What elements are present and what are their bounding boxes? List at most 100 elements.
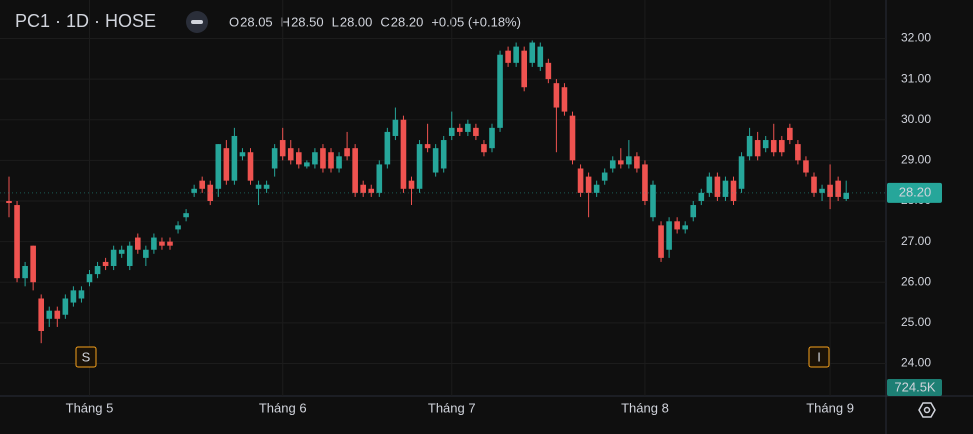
event-marker-label: S <box>82 349 91 364</box>
candle-body <box>376 164 383 193</box>
candle-body <box>722 180 729 197</box>
candle-body <box>553 83 560 108</box>
candle-body <box>432 148 439 173</box>
x-tick-label: Tháng 9 <box>806 400 854 415</box>
candle-body <box>78 290 85 299</box>
candle-body <box>408 180 415 189</box>
candle-body <box>312 152 318 165</box>
candle-body <box>746 135 753 157</box>
candle-body <box>529 42 536 63</box>
candle-body <box>754 140 761 157</box>
candle-body <box>360 184 366 193</box>
candle-body <box>296 152 302 165</box>
y-tick-label: 30.00 <box>901 112 931 126</box>
candle-body <box>593 184 600 193</box>
candle-body <box>698 192 705 201</box>
x-tick-label: Tháng 5 <box>66 400 114 415</box>
event-marker-label: I <box>817 349 821 364</box>
candle-body <box>714 176 721 197</box>
candle-body <box>46 310 53 319</box>
candle-body <box>489 127 495 149</box>
legend-value: 28.05 <box>240 14 273 29</box>
y-tick-label: 24.00 <box>901 356 931 370</box>
candle-body <box>811 176 817 193</box>
candle-body <box>384 131 391 165</box>
candle-body <box>271 148 278 169</box>
legend: O 28.05 H 28.50 L 28.00 C 28.20 +0.05 (+0.18%) <box>229 14 521 29</box>
candle-body <box>207 184 214 201</box>
y-tick-label: 31.00 <box>901 71 931 85</box>
y-tick-label: 26.00 <box>901 274 931 288</box>
legend-key: O <box>229 14 239 29</box>
candle-body <box>481 144 487 153</box>
candle-body <box>30 245 36 283</box>
candle-body <box>368 188 375 193</box>
candle-body <box>650 184 656 218</box>
candle-body <box>706 176 713 193</box>
candle-body <box>151 237 157 250</box>
candle-body <box>159 241 165 246</box>
candle-body <box>62 298 69 315</box>
candle-body <box>795 144 801 161</box>
candle-body <box>336 156 342 169</box>
candle-body <box>14 205 20 279</box>
candle-body <box>247 152 254 181</box>
gear <box>918 402 936 418</box>
legend-change: +0.05 (+0.18%) <box>431 14 521 29</box>
candle-body <box>497 54 503 128</box>
candle-body <box>537 46 544 67</box>
candle-body <box>634 156 640 169</box>
candle-body <box>126 245 133 266</box>
legend-value: 28.20 <box>391 14 424 29</box>
candle-body <box>320 148 326 169</box>
last-price-badge <box>887 182 942 203</box>
candle-body <box>585 176 592 193</box>
candle-body <box>513 46 519 63</box>
candle-body <box>457 127 463 132</box>
candle-body <box>577 168 584 193</box>
settings-icon[interactable] <box>918 402 936 418</box>
candle-body <box>730 180 737 201</box>
candle-body <box>143 249 149 258</box>
volume-badge <box>887 379 942 396</box>
candle-body <box>22 265 28 279</box>
candle-body <box>618 160 624 165</box>
candle-body <box>54 310 61 319</box>
candle-body <box>787 127 793 141</box>
candle-body <box>827 184 833 197</box>
x-tick-label: Tháng 8 <box>621 400 669 415</box>
x-tick-label: Tháng 6 <box>259 400 307 415</box>
candle-body <box>770 140 777 153</box>
candle-body <box>287 148 294 161</box>
candle-body <box>642 164 648 201</box>
candle-body <box>682 225 688 230</box>
candle-body <box>424 144 431 149</box>
candle-body <box>601 172 608 181</box>
candle-body <box>328 152 334 169</box>
candle-body <box>255 184 262 189</box>
collapse-icon <box>191 20 203 24</box>
candle-body <box>352 148 358 193</box>
candle-body <box>416 144 423 189</box>
y-tick-label: 29.00 <box>901 153 931 167</box>
y-tick-label: 25.00 <box>901 315 931 329</box>
candle-body <box>110 249 117 266</box>
legend-key: H <box>281 14 290 29</box>
candle-body <box>835 180 841 197</box>
candle-body <box>86 274 93 283</box>
candle-body <box>231 135 238 181</box>
candle-body <box>279 140 286 157</box>
candle-body <box>118 249 125 254</box>
y-tick-label: 32.00 <box>901 31 931 45</box>
candle-body <box>448 127 455 136</box>
candle-body <box>738 156 745 189</box>
candle-body <box>223 148 230 181</box>
candle-body <box>473 127 479 136</box>
candle-body <box>762 140 769 149</box>
candle-body <box>666 221 672 250</box>
candle-body <box>505 50 511 63</box>
candle-body <box>344 148 350 157</box>
